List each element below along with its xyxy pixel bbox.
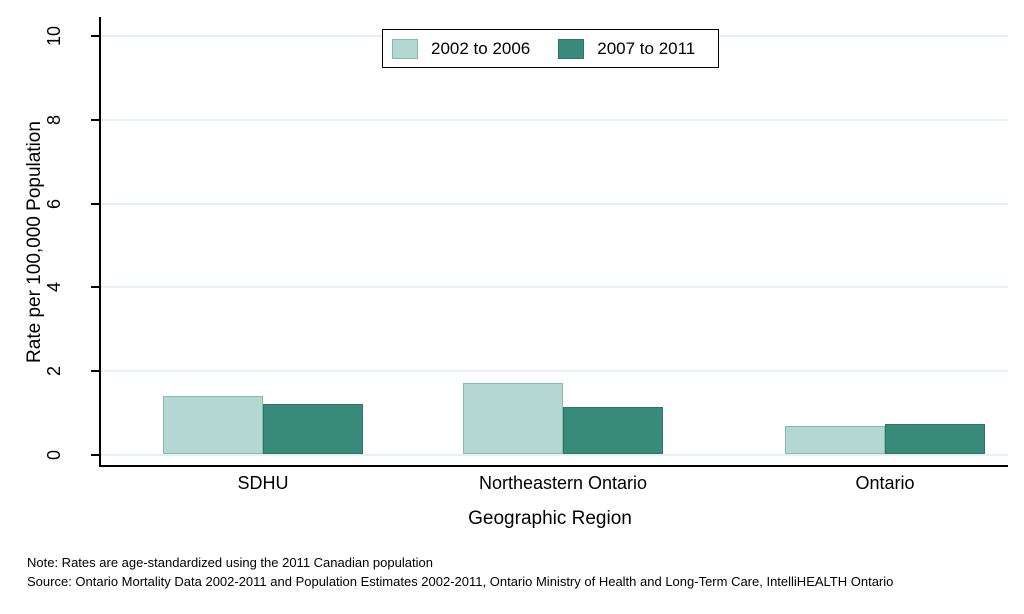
- legend-label: 2002 to 2006: [431, 38, 531, 58]
- y-tick-label-0: 0: [44, 450, 64, 461]
- x-tick-label-sdhu: SDHU: [237, 473, 289, 493]
- legend-entry-2007-2011: 2007 to 2011: [558, 38, 696, 59]
- y-tick-10: [91, 35, 99, 37]
- gridline-y-4: [101, 286, 1008, 289]
- y-tick-8: [91, 118, 99, 121]
- y-tick-label-8: 8: [44, 114, 64, 125]
- bar-ontario-series-0: [785, 425, 885, 454]
- legend-entry-2002-2006: 2002 to 2006: [392, 38, 531, 59]
- legend-label: 2007 to 2011: [597, 38, 696, 58]
- y-tick-label-4: 4: [44, 282, 64, 293]
- bar-sdhu-series-0: [163, 396, 263, 454]
- bar-sdhu-series-1: [263, 403, 363, 454]
- y-axis-title: Rate per 100,000 Population: [24, 121, 45, 363]
- x-tick-label-northeastern-ontario: Northeastern Ontario: [478, 473, 648, 493]
- y-tick-6: [91, 202, 99, 205]
- legend-swatch-2007-2011: [558, 38, 585, 59]
- y-tick-2: [91, 370, 99, 373]
- legend: 2002 to 2006 2007 to 2011: [382, 29, 719, 68]
- gridline-y-2: [101, 370, 1008, 373]
- bar-northeastern-ontario-series-1: [563, 406, 663, 454]
- y-tick-4: [91, 286, 99, 289]
- gridline-y-6: [101, 202, 1008, 205]
- x-tick-label-ontario: Ontario: [855, 473, 915, 493]
- legend-swatch-2002-2006: [392, 38, 418, 59]
- bar-northeastern-ontario-series-0: [463, 382, 563, 454]
- plot-area: 0 2 4 6 8 10: [44, 17, 1008, 467]
- y-tick-label-2: 2: [44, 366, 64, 377]
- x-axis-title: Geographic Region: [468, 508, 632, 529]
- gridline-y-0: [101, 454, 1008, 456]
- y-tick-label-10: 10: [44, 25, 64, 47]
- note-text: Note: Rates are age-standardized using t…: [27, 555, 433, 570]
- y-tick-label-6: 6: [44, 198, 64, 209]
- gridline-y-8: [101, 118, 1008, 121]
- y-tick-0: [91, 454, 99, 456]
- bar-ontario-series-1: [885, 423, 985, 454]
- source-text: Source: Ontario Mortality Data 2002-2011…: [27, 574, 894, 589]
